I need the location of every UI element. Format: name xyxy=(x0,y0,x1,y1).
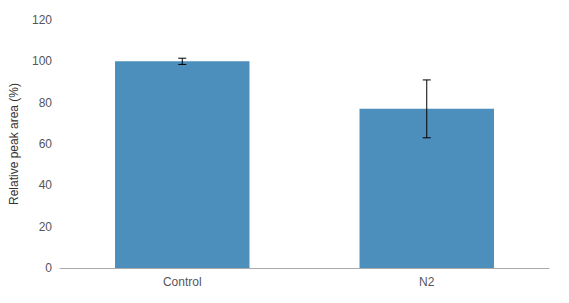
svg-text:20: 20 xyxy=(39,220,53,234)
svg-text:Relative peak area (%): Relative peak area (%) xyxy=(7,83,21,205)
svg-text:100: 100 xyxy=(32,54,52,68)
svg-text:Control: Control xyxy=(163,275,202,289)
svg-text:0: 0 xyxy=(45,261,52,275)
svg-text:40: 40 xyxy=(39,178,53,192)
svg-text:80: 80 xyxy=(39,96,53,110)
svg-text:120: 120 xyxy=(32,13,52,27)
svg-text:60: 60 xyxy=(39,137,53,151)
svg-text:N2: N2 xyxy=(419,275,435,289)
